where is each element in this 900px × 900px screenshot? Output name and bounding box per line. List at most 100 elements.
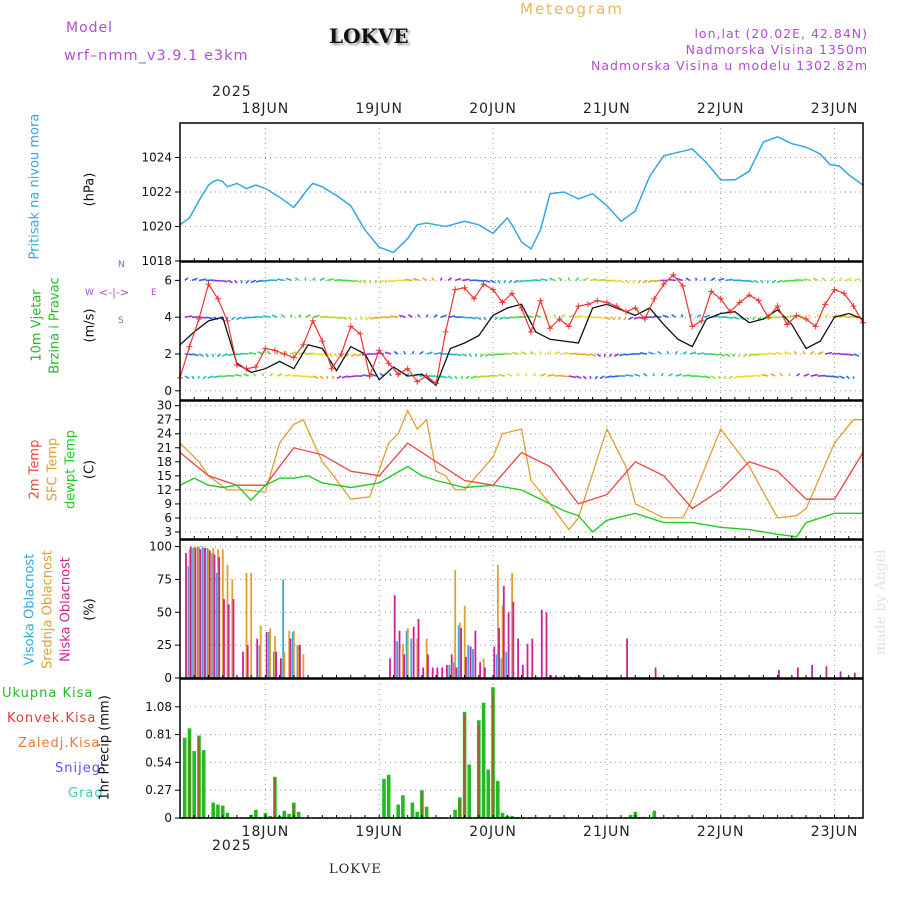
year-label-top: 2025: [212, 84, 252, 100]
wind-arrow: [226, 374, 235, 377]
cloud-bar-high: [405, 630, 408, 678]
wind-arrow: [483, 279, 491, 283]
ytick-label-temperature: 9: [164, 497, 172, 511]
wind-arrow: [504, 352, 513, 355]
wind-arrow: [642, 279, 648, 284]
cloud-bar-low: [465, 657, 467, 678]
wind-arrow: [653, 279, 662, 283]
cloud-bar-high: [448, 664, 451, 678]
cloud-bar-low: [227, 604, 230, 678]
wind-arrow: [236, 316, 242, 321]
wind-arrow: [590, 278, 598, 282]
wind-speed-marker: [290, 354, 297, 361]
precip-bar-conv: [477, 725, 480, 818]
wind-arrow: [611, 316, 616, 321]
wind-arrow: [599, 375, 605, 380]
wind-arrow: [782, 279, 790, 283]
wind-ylabel2: Brzina i Pravac: [47, 277, 63, 374]
cloud-bar-mid: [463, 605, 466, 678]
wind-arrow: [838, 277, 843, 281]
cloud-bar-low: [256, 638, 259, 678]
cloud-bar-high: [472, 649, 474, 678]
wind-arrow: [675, 373, 683, 377]
tempsfc-ylabel: SFC Temp: [45, 437, 61, 502]
wind-arrow: [703, 375, 711, 379]
wind-speed-marker: [471, 295, 478, 302]
wind-arrow: [512, 351, 520, 355]
wind-arrow: [682, 374, 691, 377]
wind-arrow: [216, 353, 221, 358]
wind-speed-marker: [717, 295, 724, 302]
cloud-bar-mid: [259, 625, 262, 678]
precip-bar-total: [382, 778, 386, 818]
xlabel-bottom: 21JUN: [583, 824, 631, 840]
wind-arrow: [241, 316, 249, 320]
cloud-bar-low: [839, 671, 842, 678]
wind-arrow: [202, 375, 207, 380]
ytick-label-pressure: 1024: [141, 151, 172, 165]
wind-arrow: [360, 316, 364, 321]
wind-arrow: [710, 277, 716, 282]
wind-arrow: [547, 350, 551, 355]
wind-arrow: [846, 353, 854, 357]
wind-arrow: [696, 352, 705, 355]
wind-arrow: [761, 373, 769, 377]
ytick-label-clouds: 75: [157, 572, 172, 586]
cloud-bar-high: [201, 546, 204, 678]
wind-speed-marker: [708, 288, 715, 295]
wind-arrow: [662, 314, 669, 318]
wind-arrow: [390, 315, 399, 318]
precip-bar-total: [282, 810, 287, 818]
cloud-bar-high: [197, 546, 199, 678]
wind-arrow: [738, 353, 741, 358]
panel-frame-wind: [179, 261, 864, 401]
wind-speed-marker: [831, 286, 838, 293]
year-label-bottom: 2025: [212, 838, 252, 854]
wind-speed-marker: [518, 305, 525, 311]
wind-arrow: [530, 350, 534, 355]
wind-speed-marker: [727, 308, 734, 315]
cloud-bar-high: [282, 579, 285, 678]
ytick-label-temperature: 30: [157, 399, 172, 413]
lonlat-info: lon,lat (20.02E, 42.84N): [694, 26, 868, 41]
xlabel-top: 18JUN: [242, 101, 290, 117]
wind-arrow: [739, 375, 747, 378]
wind-speed-marker: [822, 301, 829, 308]
wind-speed-marker: [366, 373, 373, 380]
precip-bar-total: [628, 814, 633, 818]
cloud-bar-low: [223, 599, 225, 678]
wind-arrow: [191, 353, 199, 357]
wind-arrow: [746, 316, 750, 321]
wind-arrow: [547, 373, 555, 377]
cloud-bar-mid: [416, 638, 419, 678]
wind-arrow: [795, 279, 804, 282]
cloud-bar-low: [242, 651, 244, 678]
ytick-label-precip: 1.08: [145, 700, 172, 714]
wind-arrow: [853, 278, 861, 282]
wind-speed-marker: [414, 378, 421, 385]
wind-arrow: [426, 351, 433, 355]
wind-arrow: [685, 277, 691, 282]
wind-arrow: [628, 316, 634, 321]
cloud-bar-low: [484, 667, 486, 678]
precip-freezing-label: Zaledj.Kisa: [18, 736, 101, 751]
wind-arrow: [475, 353, 478, 357]
wind-arrow: [575, 277, 580, 281]
wind-arrow: [291, 351, 297, 355]
cloud-bar-mid: [188, 549, 191, 678]
wind-arrow: [660, 372, 664, 377]
precip-bar-total: [216, 804, 220, 818]
compass-west: W: [85, 288, 94, 298]
wind-arrow: [717, 375, 721, 380]
wind-arrow: [821, 277, 826, 281]
wind-arrow: [184, 277, 189, 282]
wind-arrow: [608, 353, 613, 358]
wind-arrow: [326, 278, 334, 282]
wind-arrow: [753, 279, 759, 284]
wind-arrow: [262, 279, 271, 282]
wind-arrow: [462, 278, 470, 282]
cloud-bar-mid: [497, 565, 499, 678]
wind-arrow: [269, 372, 274, 377]
wind-arrow: [184, 375, 190, 380]
precip-bar-total: [496, 780, 500, 818]
